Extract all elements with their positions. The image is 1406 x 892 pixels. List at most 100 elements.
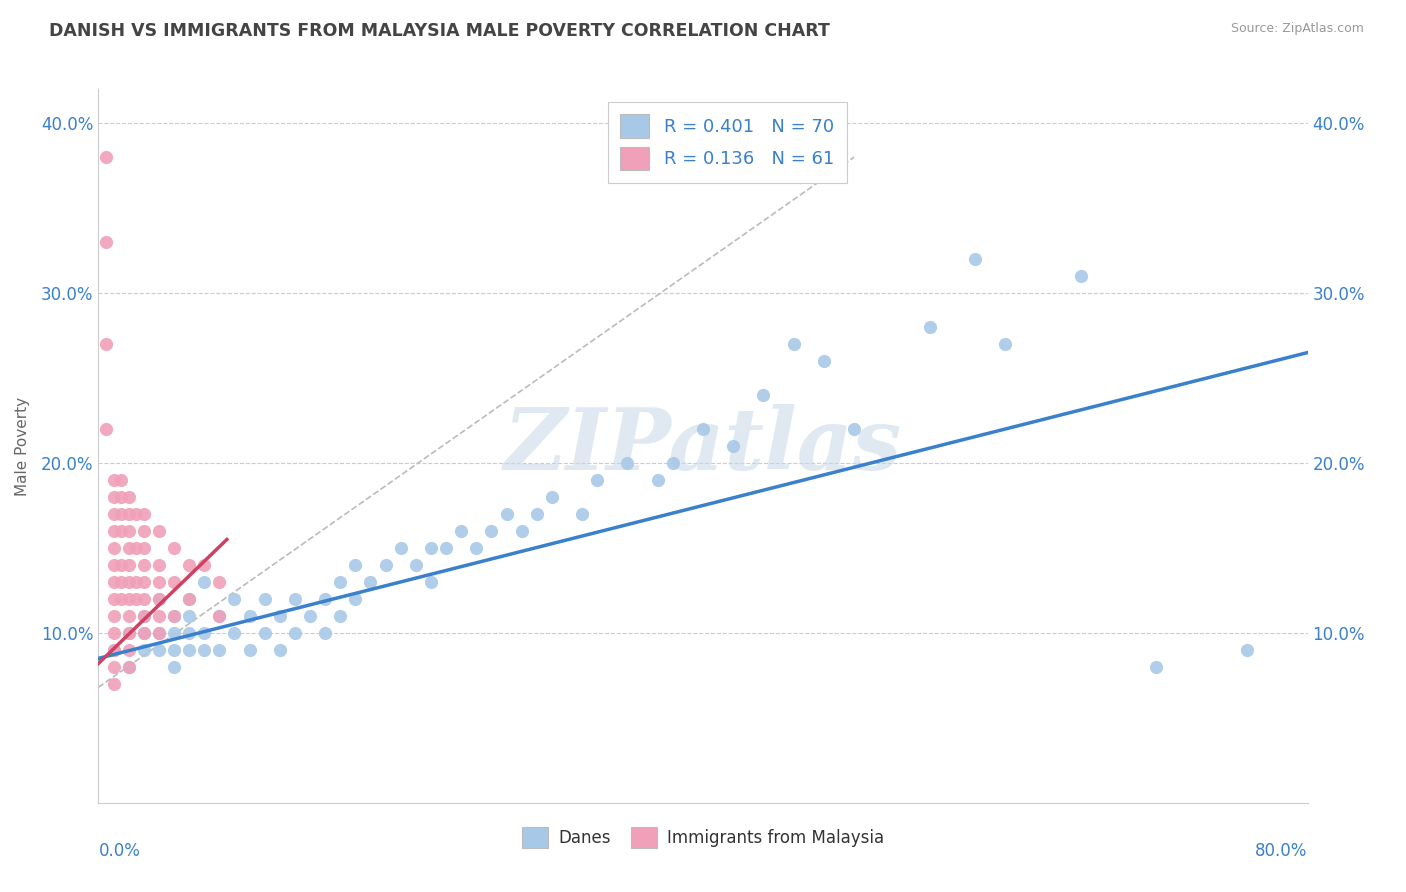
Text: DANISH VS IMMIGRANTS FROM MALAYSIA MALE POVERTY CORRELATION CHART: DANISH VS IMMIGRANTS FROM MALAYSIA MALE … (49, 22, 830, 40)
Point (510, 524, 533, 538)
Point (94, 235, 117, 249)
Point (389, 541, 412, 555)
Point (420, 541, 443, 555)
Point (253, 591, 276, 606)
Point (540, 490, 562, 504)
Point (103, 507, 125, 521)
Point (994, 337, 1017, 351)
Point (314, 626, 336, 640)
Point (239, 643, 262, 657)
Point (193, 626, 215, 640)
Point (103, 558, 125, 572)
Point (965, 252, 987, 266)
Point (193, 558, 215, 572)
Point (103, 626, 125, 640)
Point (360, 574, 382, 589)
Point (110, 574, 132, 589)
Point (110, 524, 132, 538)
Point (118, 490, 141, 504)
Point (783, 337, 806, 351)
Point (118, 660, 141, 674)
Point (163, 608, 186, 623)
Point (132, 626, 155, 640)
Point (118, 541, 141, 555)
Point (103, 660, 125, 674)
Point (103, 643, 125, 657)
Point (329, 608, 352, 623)
Point (208, 608, 231, 623)
Point (571, 507, 593, 521)
Point (118, 608, 141, 623)
Point (125, 541, 148, 555)
Point (132, 541, 155, 555)
Point (465, 541, 488, 555)
Point (813, 354, 835, 368)
Point (103, 490, 125, 504)
Point (148, 558, 170, 572)
Text: Source: ZipAtlas.com: Source: ZipAtlas.com (1230, 22, 1364, 36)
Point (118, 524, 141, 538)
Point (1144, 660, 1167, 674)
Point (918, 320, 941, 334)
Point (94, 337, 117, 351)
Point (299, 608, 322, 623)
Point (103, 473, 125, 487)
Point (179, 626, 201, 640)
Point (450, 524, 472, 538)
Point (284, 591, 307, 606)
Point (132, 524, 155, 538)
Point (103, 524, 125, 538)
Point (103, 643, 125, 657)
Point (344, 558, 367, 572)
Point (132, 608, 155, 623)
Point (132, 608, 155, 623)
Point (110, 558, 132, 572)
Point (125, 507, 148, 521)
Point (208, 608, 231, 623)
Point (148, 591, 170, 606)
Point (163, 643, 186, 657)
Point (103, 677, 125, 691)
Point (110, 490, 132, 504)
Point (132, 591, 155, 606)
Point (844, 422, 866, 436)
Point (344, 591, 367, 606)
Point (179, 591, 201, 606)
Point (110, 507, 132, 521)
Point (103, 541, 125, 555)
Point (148, 591, 170, 606)
Point (132, 558, 155, 572)
Point (148, 524, 170, 538)
Point (314, 591, 336, 606)
Point (224, 591, 246, 606)
Point (224, 626, 246, 640)
Point (118, 591, 141, 606)
Point (163, 660, 186, 674)
Point (118, 558, 141, 572)
Point (148, 608, 170, 623)
Point (148, 574, 170, 589)
Y-axis label: Male Poverty: Male Poverty (15, 396, 30, 496)
Point (148, 643, 170, 657)
Point (193, 643, 215, 657)
Point (132, 626, 155, 640)
Point (420, 574, 443, 589)
Point (208, 574, 231, 589)
Point (179, 608, 201, 623)
Point (110, 473, 132, 487)
Point (118, 643, 141, 657)
Point (269, 608, 291, 623)
Point (239, 608, 262, 623)
Point (103, 574, 125, 589)
Point (374, 558, 396, 572)
Point (125, 574, 148, 589)
Text: 0.0%: 0.0% (98, 842, 141, 860)
Point (723, 439, 745, 453)
Point (692, 422, 714, 436)
Point (94, 422, 117, 436)
Point (103, 608, 125, 623)
Point (661, 456, 683, 470)
Point (118, 507, 141, 521)
Point (405, 558, 427, 572)
Text: 80.0%: 80.0% (1256, 842, 1308, 860)
